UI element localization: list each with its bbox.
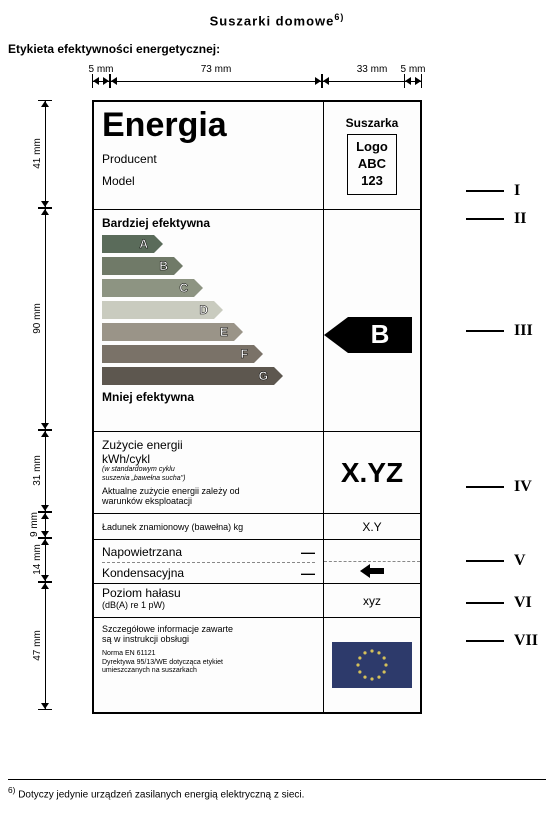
efficiency-class-D: D bbox=[102, 300, 315, 320]
consumption-l1: Zużycie energii bbox=[102, 438, 315, 452]
footnote-divider bbox=[8, 779, 546, 780]
efficiency-class-E: E bbox=[102, 322, 315, 342]
rating-arrow: B bbox=[324, 317, 412, 353]
energia-title: Energia bbox=[102, 108, 315, 142]
noise-l2: (dB(A) re 1 pW) bbox=[102, 600, 315, 610]
callout: VI bbox=[466, 602, 546, 604]
logo-box: Logo ABC 123 bbox=[347, 134, 397, 195]
airvented-label: Napowietrzana bbox=[102, 545, 182, 559]
energy-label: Energia Producent Model Suszarka Logo AB… bbox=[92, 100, 422, 714]
producent-label: Producent bbox=[102, 152, 315, 166]
airvented-dash: — bbox=[301, 544, 315, 560]
more-efficient: Bardziej efektywna bbox=[102, 216, 315, 230]
v-measure: 90 mm bbox=[38, 208, 52, 430]
efficiency-class-B: B bbox=[102, 256, 315, 276]
efficiency-class-C: C bbox=[102, 278, 315, 298]
callout: II bbox=[466, 218, 546, 220]
v-measure: 47 mm bbox=[38, 582, 52, 710]
callout: V bbox=[466, 560, 546, 562]
efficiency-class-G: G bbox=[102, 366, 315, 386]
h-measure: 73 mm bbox=[110, 74, 322, 88]
consumption-value: X.YZ bbox=[341, 457, 403, 489]
page-title: Suszarki domowe6) bbox=[0, 0, 554, 28]
capacity-value: X.Y bbox=[362, 520, 381, 534]
less-efficient: Mniej efektywna bbox=[102, 390, 315, 404]
efficiency-class-A: A bbox=[102, 234, 315, 254]
efficiency-class-F: F bbox=[102, 344, 315, 364]
footnote: 6) Dotyczy jedynie urządzeń zasilanych e… bbox=[8, 785, 304, 800]
callout: VII bbox=[466, 640, 546, 642]
v-measure: 9 mm bbox=[38, 512, 52, 538]
subtitle: Etykieta efektywności energetycznej: bbox=[8, 42, 554, 56]
v-measure: 41 mm bbox=[38, 100, 52, 208]
efficiency-scale: ABCDEFG bbox=[102, 234, 315, 386]
callout: III bbox=[466, 330, 546, 332]
consumption-l2: kWh/cykl bbox=[102, 452, 315, 466]
type-arrow-icon bbox=[360, 562, 384, 582]
condensing-label: Kondensacyjna bbox=[102, 566, 184, 580]
capacity-label: Ładunek znamionowy (bawełna) kg bbox=[102, 522, 243, 532]
v-measure: 31 mm bbox=[38, 430, 52, 512]
h-measure: 5 mm bbox=[404, 74, 422, 88]
callout: IV bbox=[466, 486, 546, 488]
noise-value: xyz bbox=[363, 594, 381, 608]
h-measure: 5 mm bbox=[92, 74, 110, 88]
suszarka-label: Suszarka bbox=[346, 116, 399, 130]
eu-flag-icon bbox=[332, 642, 412, 688]
noise-l1: Poziom hałasu bbox=[102, 586, 315, 600]
callout: I bbox=[466, 190, 546, 192]
model-label: Model bbox=[102, 174, 315, 188]
condensing-dash: — bbox=[301, 565, 315, 581]
v-measure: 14 mm bbox=[38, 538, 52, 582]
